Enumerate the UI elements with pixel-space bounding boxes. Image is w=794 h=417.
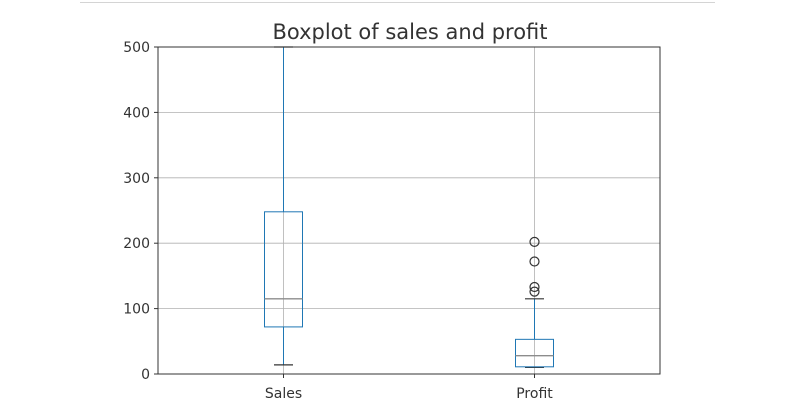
x-tick-label: Profit	[516, 386, 553, 402]
plot-area-frame	[157, 46, 661, 375]
box-series	[264, 46, 554, 369]
box-profit	[515, 236, 554, 369]
outlier-point	[529, 281, 540, 293]
chart-title: Boxplot of sales and profit	[272, 20, 547, 44]
y-tick-label: 400	[123, 105, 150, 121]
y-tick-label: 200	[123, 236, 150, 252]
y-tick-label: 300	[123, 171, 150, 187]
x-tick-label: Sales	[265, 386, 302, 402]
y-tick-label: 0	[141, 367, 150, 383]
y-tick-label: 500	[123, 40, 150, 56]
grid-lines	[158, 46, 660, 375]
iqr-box	[264, 211, 303, 328]
outlier-point	[529, 286, 540, 297]
outlier-point	[529, 256, 540, 267]
outlier-point	[529, 236, 540, 247]
axis-ticks: 0 100 200 300 400 500 Sales Profit	[123, 40, 553, 402]
top-divider	[80, 2, 715, 3]
iqr-box	[515, 338, 554, 368]
y-tick-label: 100	[123, 302, 150, 318]
box-sales	[264, 46, 303, 366]
